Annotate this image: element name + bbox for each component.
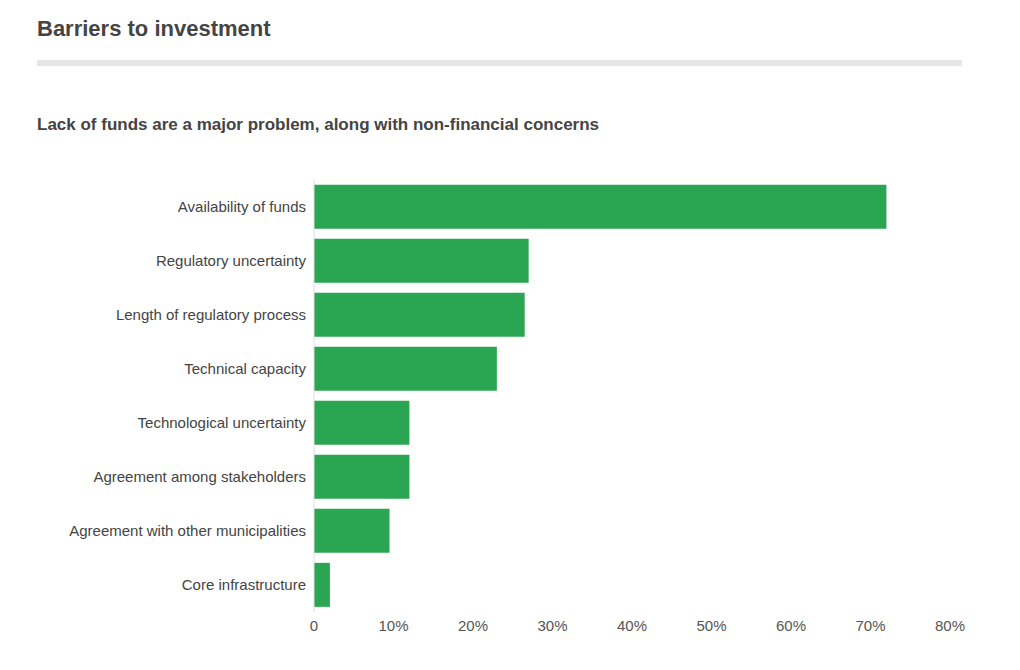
svg-text:Technological uncertainty: Technological uncertainty: [138, 414, 307, 431]
svg-text:40%: 40%: [617, 617, 647, 634]
svg-text:Length of regulatory process: Length of regulatory process: [116, 306, 306, 323]
svg-text:Technical capacity: Technical capacity: [184, 360, 306, 377]
svg-text:Agreement with other municipal: Agreement with other municipalities: [69, 522, 306, 539]
svg-text:80%: 80%: [935, 617, 965, 634]
svg-text:Core infrastructure: Core infrastructure: [182, 576, 306, 593]
html-text:Barriers to investment: Barriers to investment: [37, 16, 271, 41]
svg-text:Agreement among stakeholders: Agreement among stakeholders: [93, 468, 306, 485]
svg-text:10%: 10%: [378, 617, 408, 634]
svg-text:70%: 70%: [855, 617, 885, 634]
svg-text:60%: 60%: [776, 617, 806, 634]
html-text:Lack of funds are a major prob: Lack of funds are a major problem, along…: [37, 115, 599, 134]
svg-text:Availability of funds: Availability of funds: [178, 198, 306, 215]
svg-text:0: 0: [310, 617, 318, 634]
svg-text:20%: 20%: [458, 617, 488, 634]
svg-text:Regulatory uncertainty: Regulatory uncertainty: [156, 252, 307, 269]
svg-text:30%: 30%: [537, 617, 567, 634]
svg-text:50%: 50%: [696, 617, 726, 634]
